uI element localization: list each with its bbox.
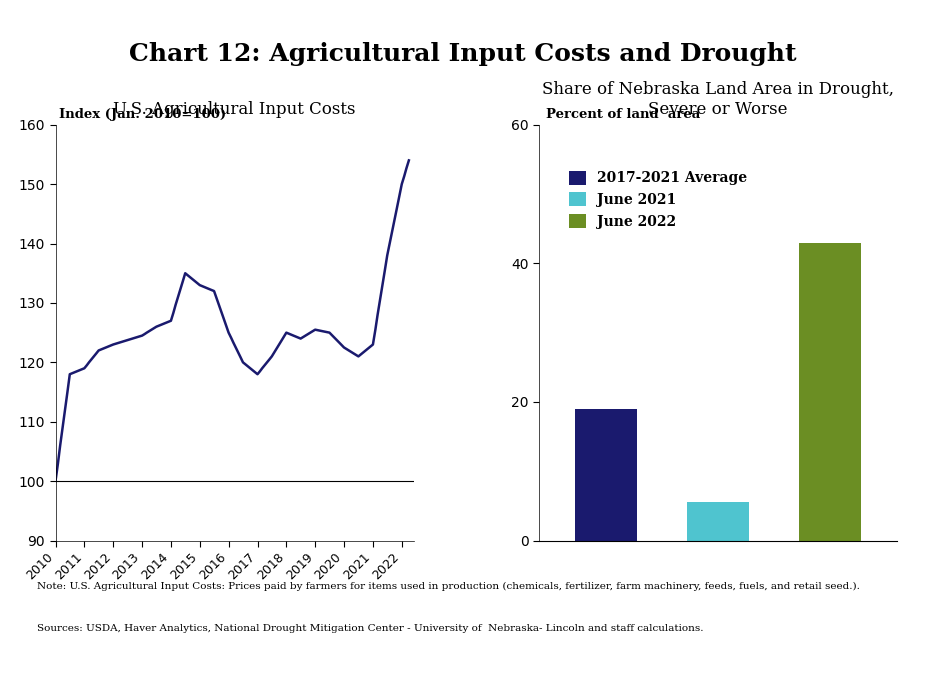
Text: Sources: USDA, Haver Analytics, National Drought Mitigation Center - University : Sources: USDA, Haver Analytics, National… xyxy=(37,624,704,633)
Text: Note: U.S. Agricultural Input Costs: Prices paid by farmers for items used in pr: Note: U.S. Agricultural Input Costs: Pri… xyxy=(37,582,860,591)
Title: Share of Nebraska Land Area in Drought,
Severe or Worse: Share of Nebraska Land Area in Drought, … xyxy=(542,81,894,118)
Legend: 2017-2021 Average, June 2021, June 2022: 2017-2021 Average, June 2021, June 2022 xyxy=(564,165,753,234)
Text: Percent of land  area: Percent of land area xyxy=(547,107,700,121)
Title: U.S. Agricultural Input Costs: U.S. Agricultural Input Costs xyxy=(114,100,356,118)
Text: Index (Jan. 2010=100): Index (Jan. 2010=100) xyxy=(59,107,227,121)
Bar xyxy=(575,409,637,541)
Bar xyxy=(799,243,861,541)
Bar xyxy=(687,502,749,541)
Text: Chart 12: Agricultural Input Costs and Drought: Chart 12: Agricultural Input Costs and D… xyxy=(129,42,796,66)
